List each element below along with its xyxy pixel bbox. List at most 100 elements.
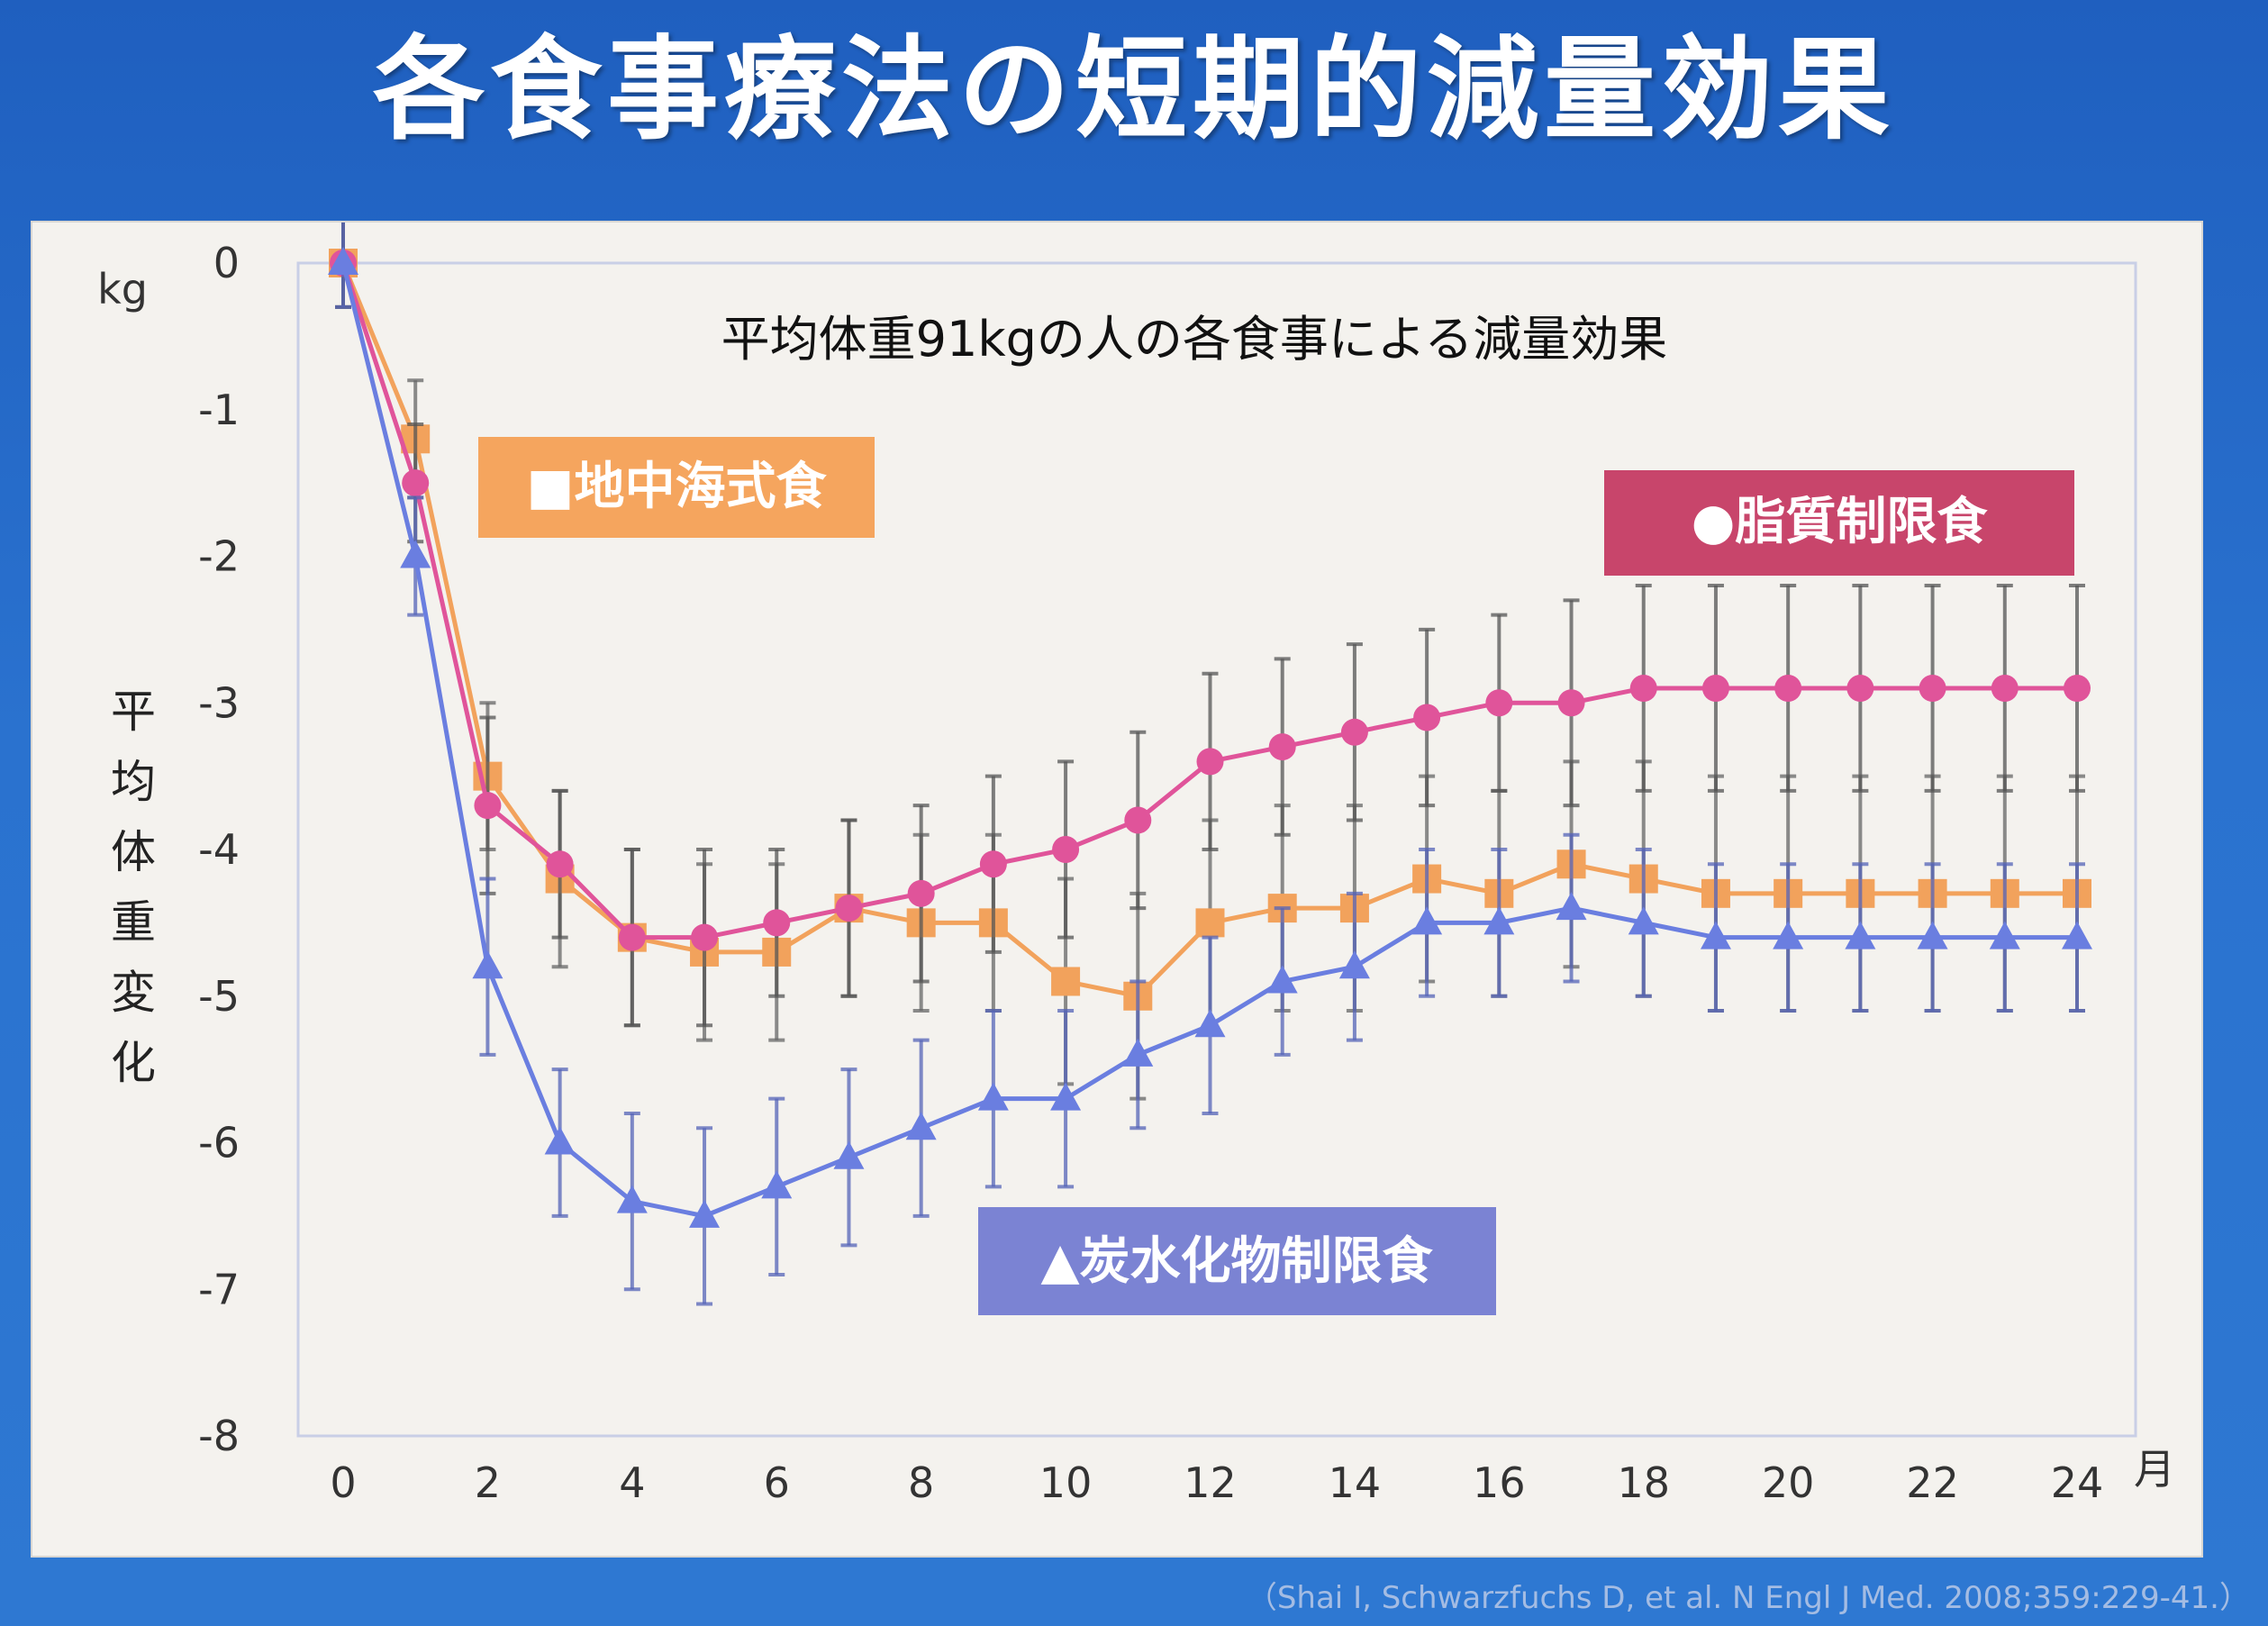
series-circle xyxy=(330,223,2091,1028)
data-point xyxy=(1483,906,1515,935)
x-tick-label: 8 xyxy=(908,1458,934,1507)
data-point xyxy=(2064,674,2091,702)
x-tick-label: 22 xyxy=(1906,1458,1959,1507)
y-tick-label: -5 xyxy=(198,972,240,1021)
data-point xyxy=(472,950,503,979)
legend-low-fat: ●脂質制限食 xyxy=(1604,470,2074,576)
data-point xyxy=(835,895,863,922)
data-point xyxy=(1266,965,1298,994)
y-tick-label: -2 xyxy=(198,532,240,581)
data-point xyxy=(1773,921,1804,949)
x-tick-label: 12 xyxy=(1184,1458,1237,1507)
x-tick-label: 10 xyxy=(1039,1458,1093,1507)
data-point xyxy=(1413,704,1441,731)
legend-mediterranean: ■地中海式食 xyxy=(478,437,875,538)
y-tick-labels: 0 -1 -2 -3 -4 -5 -6 -7 -8 xyxy=(198,239,240,1460)
y-axis-label-char: 化 xyxy=(111,1037,156,1089)
data-point xyxy=(1052,836,1080,863)
legend-mediterranean-label: ■地中海式食 xyxy=(527,458,828,516)
data-point xyxy=(977,1082,1009,1111)
x-tick-label: 4 xyxy=(619,1458,645,1507)
y-tick-label: -7 xyxy=(198,1265,240,1313)
data-point xyxy=(1846,674,1874,702)
x-tick-labels: 0 2 4 6 8 10 12 14 16 18 20 22 24 xyxy=(330,1458,2103,1507)
x-tick-label: 0 xyxy=(330,1458,356,1507)
legend-low-carb: ▲炭水化物制限食 xyxy=(978,1207,1496,1315)
x-tick-label: 18 xyxy=(1617,1458,1670,1507)
data-point xyxy=(616,1185,648,1213)
x-tick-label: 20 xyxy=(1762,1458,1815,1507)
data-point xyxy=(1557,689,1585,717)
y-tick-label: -1 xyxy=(198,386,240,434)
y-axis-label-char: 平 xyxy=(111,686,156,738)
legend-mediterranean-box xyxy=(478,437,875,538)
x-tick-label: 14 xyxy=(1329,1458,1382,1507)
data-point xyxy=(544,1126,576,1155)
data-point xyxy=(1050,1082,1082,1111)
y-axis-label-char: 均 xyxy=(111,756,156,808)
chart-panel: kg 月 平均体重91kgの人の各食事による減量効果 平均体重変化 0 -1 -2 -… xyxy=(31,221,2203,1558)
data-point xyxy=(1628,906,1659,935)
legend-low-carb-label: ▲炭水化物制限食 xyxy=(1040,1232,1433,1291)
data-point xyxy=(1700,921,1731,949)
data-point xyxy=(1122,1038,1154,1067)
data-point xyxy=(1989,921,2020,949)
data-point xyxy=(1845,921,1876,949)
data-point xyxy=(1411,906,1443,935)
data-point xyxy=(905,1112,937,1140)
slide-title: 各食事療法の短期的減量効果 xyxy=(372,25,1895,155)
data-point xyxy=(1629,674,1657,702)
y-tick-label: -3 xyxy=(198,678,240,727)
data-point xyxy=(1194,1009,1226,1038)
data-point xyxy=(833,1140,865,1169)
data-point xyxy=(691,923,719,951)
data-point xyxy=(1701,674,1729,702)
data-point xyxy=(402,469,430,497)
data-point xyxy=(907,879,935,907)
x-tick-label: 6 xyxy=(764,1458,790,1507)
y-tick-label: -8 xyxy=(198,1412,240,1460)
data-point xyxy=(1340,718,1368,746)
chart-title: 平均体重91kgの人の各食事による減量効果 xyxy=(721,311,1668,368)
data-point xyxy=(1991,674,2019,702)
y-tick-label: 0 xyxy=(213,239,240,287)
data-point xyxy=(400,540,431,568)
plot-area-border xyxy=(296,261,2137,1438)
legend-low-carb-box xyxy=(978,1207,1496,1315)
y-axis-label-char: 変 xyxy=(111,967,156,1019)
data-point xyxy=(2062,921,2092,949)
x-tick-label: 24 xyxy=(2051,1458,2104,1507)
legend-low-fat-label: ●脂質制限食 xyxy=(1692,493,1989,551)
x-unit-label: 月 xyxy=(2134,1445,2175,1494)
legend-low-fat-box xyxy=(1604,470,2074,576)
y-unit-label: kg xyxy=(97,265,148,313)
y-axis-label-char: 体 xyxy=(111,826,156,878)
series-layer xyxy=(328,223,2092,1306)
data-point xyxy=(618,923,646,951)
y-tick-label: -4 xyxy=(198,825,240,874)
series-triangle xyxy=(328,223,2092,1306)
data-point xyxy=(1485,689,1513,717)
data-point xyxy=(1195,908,1225,938)
data-point xyxy=(328,247,358,275)
data-point xyxy=(1556,892,1587,921)
data-point xyxy=(1268,733,1296,761)
data-point xyxy=(689,1199,721,1228)
data-point xyxy=(1196,748,1224,776)
data-point xyxy=(1051,967,1081,996)
citation: （Shai I, Schwarzfuchs D, et al. N Engl J… xyxy=(1246,1580,2250,1616)
data-point xyxy=(1917,921,1948,949)
data-point xyxy=(546,850,574,878)
data-point xyxy=(761,1170,793,1199)
data-point xyxy=(474,792,502,820)
x-tick-label: 16 xyxy=(1473,1458,1526,1507)
y-axis-label-char: 重 xyxy=(111,896,156,949)
data-point xyxy=(763,909,791,937)
data-point xyxy=(1338,950,1370,979)
y-tick-label: -6 xyxy=(198,1119,240,1167)
data-point xyxy=(979,850,1007,878)
data-point xyxy=(1919,674,1946,702)
x-tick-label: 2 xyxy=(475,1458,501,1507)
